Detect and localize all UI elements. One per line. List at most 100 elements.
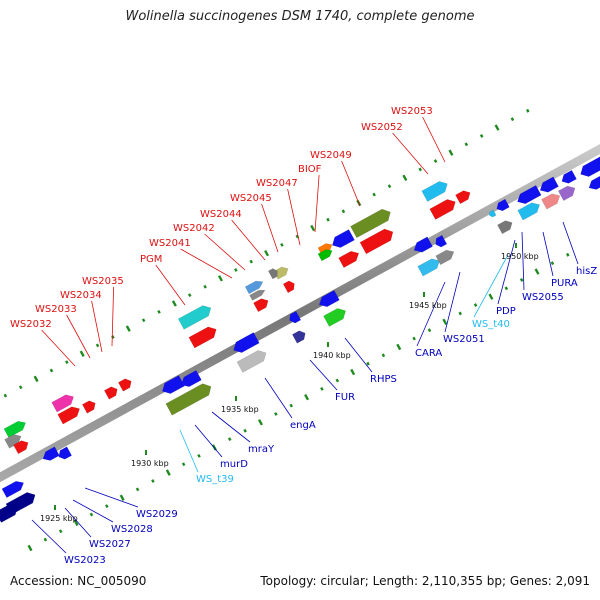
gene-arrow bbox=[273, 266, 289, 280]
guide-dot bbox=[418, 167, 422, 172]
forward-leader-line bbox=[287, 188, 301, 246]
gene-arrow bbox=[236, 350, 267, 373]
reverse-gene-label: FUR bbox=[335, 392, 355, 403]
guide-dot bbox=[79, 350, 85, 357]
forward-leader-line bbox=[204, 233, 246, 271]
reverse-gene-label: engA bbox=[290, 420, 316, 431]
guide-dot bbox=[458, 311, 462, 316]
gene-arrow bbox=[253, 298, 269, 313]
reverse-gene-label: WS2023 bbox=[64, 555, 106, 566]
guide-dot bbox=[187, 293, 192, 297]
forward-gene-label: WS2044 bbox=[200, 209, 242, 220]
guide-dot bbox=[510, 117, 515, 122]
guide-dot bbox=[479, 134, 484, 138]
reverse-gene-label: mraY bbox=[248, 444, 275, 455]
forward-gene-label: WS2042 bbox=[173, 223, 215, 234]
guide-dot bbox=[341, 209, 346, 214]
gene-arrow bbox=[4, 434, 22, 449]
guide-dot bbox=[304, 394, 310, 401]
gene-arrow bbox=[332, 229, 355, 248]
reverse-gene-label: WS2051 bbox=[443, 334, 485, 345]
reverse-gene-label: RHPS bbox=[370, 374, 397, 385]
reverse-leader-line bbox=[416, 281, 446, 347]
guide-dot bbox=[234, 268, 238, 272]
scale-tick-mark bbox=[235, 396, 237, 401]
guide-dot bbox=[504, 286, 509, 291]
reverse-leader-line bbox=[84, 487, 139, 508]
forward-gene-label: WS2052 bbox=[361, 122, 403, 133]
guide-dot bbox=[534, 268, 540, 275]
gene-arrow bbox=[13, 440, 29, 455]
guide-dot bbox=[27, 544, 33, 552]
reverse-gene-label: hisZ bbox=[576, 266, 597, 277]
guide-dot bbox=[135, 487, 140, 492]
scale-tick-label: 1930 kbp bbox=[131, 459, 169, 468]
forward-gene-label: PGM bbox=[140, 254, 162, 265]
gene-arrow bbox=[539, 176, 559, 193]
forward-gene-label: BIOF bbox=[298, 164, 322, 175]
gene-arrow bbox=[417, 258, 440, 277]
guide-dot bbox=[412, 336, 416, 341]
gene-arrow bbox=[289, 310, 302, 324]
genome-summary-text: Topology: circular; Length: 2,110,355 bp… bbox=[260, 574, 590, 588]
forward-gene-label: WS2033 bbox=[35, 304, 77, 315]
guide-dot bbox=[3, 393, 8, 398]
gene-arrow bbox=[558, 185, 576, 201]
gene-arrow bbox=[103, 386, 118, 400]
gene-arrow bbox=[541, 193, 561, 210]
guide-dot bbox=[519, 278, 524, 282]
gene-arrow bbox=[489, 209, 497, 218]
guide-dot bbox=[141, 318, 146, 323]
guide-dot bbox=[396, 343, 402, 351]
forward-gene-label: WS2049 bbox=[310, 150, 352, 161]
reverse-leader-line bbox=[31, 519, 67, 554]
guide-dot bbox=[326, 217, 330, 222]
guide-dot bbox=[350, 368, 356, 376]
forward-gene-label: WS2053 bbox=[391, 106, 433, 117]
scale-tick-label: 1945 kbp bbox=[409, 301, 447, 310]
gene-arrow bbox=[517, 202, 540, 221]
genome-backbone bbox=[0, 144, 600, 483]
gene-arrow bbox=[496, 198, 510, 212]
gene-arrow bbox=[249, 289, 266, 301]
forward-gene-label: WS2034 bbox=[60, 290, 102, 301]
map-title: Wolinella succinogenes DSM 1740, complet… bbox=[125, 9, 475, 24]
gene-arrow bbox=[165, 383, 212, 416]
guide-dot bbox=[65, 360, 69, 365]
guide-dot bbox=[427, 328, 432, 333]
reverse-gene-label: WS2027 bbox=[89, 539, 131, 550]
guide-dot bbox=[335, 378, 340, 383]
guide-dot bbox=[125, 325, 131, 332]
gene-arrow bbox=[291, 330, 306, 344]
guide-dot bbox=[550, 261, 555, 266]
forward-gene-label: WS2032 bbox=[10, 319, 52, 330]
forward-leader-line bbox=[392, 132, 429, 175]
guide-dot bbox=[448, 149, 454, 156]
gene-arrow bbox=[177, 305, 212, 330]
gene-arrow bbox=[359, 228, 394, 255]
guide-dot bbox=[565, 252, 570, 257]
gene-arrow bbox=[413, 236, 433, 253]
guide-dot bbox=[151, 479, 155, 483]
gene-arrow bbox=[0, 504, 18, 523]
gene-arrow bbox=[58, 446, 73, 460]
guide-dot bbox=[165, 469, 171, 476]
reverse-leader-line bbox=[194, 424, 223, 458]
guide-dot bbox=[243, 428, 247, 433]
reverse-gene-label: CARA bbox=[415, 348, 442, 359]
scale-tick-mark bbox=[54, 505, 56, 510]
gene-arrow bbox=[244, 280, 264, 295]
guide-dot bbox=[310, 224, 316, 232]
forward-leader-line bbox=[111, 286, 115, 347]
scale-tick-mark bbox=[145, 450, 147, 455]
scale-tick-label: 1940 kbp bbox=[313, 351, 351, 360]
reverse-leader-line bbox=[179, 429, 199, 473]
scale-ticks: 1925 kbp 1930 kbp 1935 kbp 1940 kbp 1945 kbp… bbox=[40, 243, 539, 523]
guide-dot bbox=[203, 284, 207, 289]
reverse-leader-line bbox=[264, 377, 293, 419]
reverse-leader-line bbox=[64, 507, 92, 538]
scale-tick-mark bbox=[515, 243, 517, 248]
gene-arrow bbox=[323, 308, 346, 327]
guide-dot bbox=[217, 275, 223, 282]
